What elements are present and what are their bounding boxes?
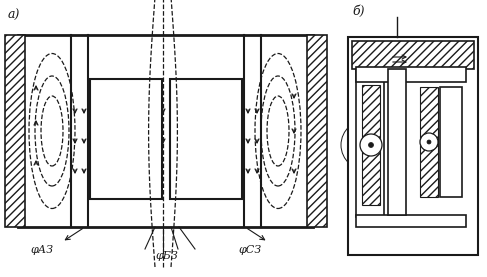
Bar <box>356 67 466 82</box>
Bar <box>307 35 327 227</box>
Circle shape <box>369 142 374 147</box>
Bar <box>356 215 466 227</box>
Circle shape <box>420 133 438 151</box>
Bar <box>388 69 406 215</box>
Bar <box>352 41 474 69</box>
Text: φБЗ: φБЗ <box>155 251 178 261</box>
Circle shape <box>427 140 431 144</box>
Text: б): б) <box>352 5 364 18</box>
Bar <box>170 79 242 199</box>
Bar <box>90 79 162 199</box>
Bar <box>440 87 462 197</box>
Bar <box>356 69 384 217</box>
Bar <box>18 35 313 227</box>
Bar <box>5 35 25 227</box>
Bar <box>420 87 438 197</box>
Text: φАЗ: φАЗ <box>30 245 53 255</box>
Circle shape <box>360 134 382 156</box>
Bar <box>348 37 478 255</box>
Text: а): а) <box>8 9 20 22</box>
Text: φСЗ: φСЗ <box>238 245 261 255</box>
Bar <box>362 85 380 205</box>
